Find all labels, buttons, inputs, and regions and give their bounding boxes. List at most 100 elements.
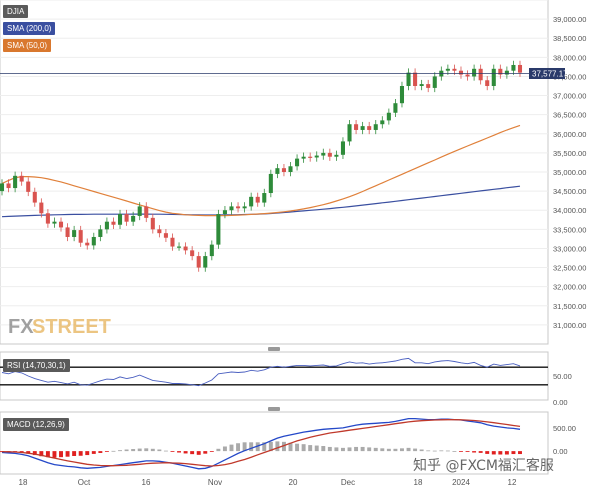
candle-body bbox=[177, 246, 182, 248]
macd-histogram-bar bbox=[59, 451, 63, 458]
candle-body bbox=[111, 221, 116, 225]
candle-body bbox=[406, 72, 411, 86]
candle-body bbox=[399, 86, 405, 104]
macd-histogram-bar bbox=[85, 451, 90, 456]
price-tick-label: 34,500.00 bbox=[553, 187, 586, 196]
candle-body bbox=[367, 126, 372, 130]
price-tick-label: 31,000.00 bbox=[553, 321, 586, 330]
candle-body bbox=[157, 229, 162, 234]
candle-body bbox=[295, 158, 300, 167]
macd-histogram-bar bbox=[157, 449, 162, 452]
price-tick-label: 32,000.00 bbox=[553, 283, 586, 292]
candle-body bbox=[413, 72, 418, 86]
time-tick-label: 12 bbox=[508, 478, 517, 487]
candle-body bbox=[458, 70, 464, 75]
candle-body bbox=[347, 124, 352, 142]
macd-histogram-bar bbox=[288, 442, 293, 452]
macd-histogram-bar bbox=[144, 448, 149, 452]
resize-handle-macd[interactable] bbox=[268, 407, 280, 411]
macd-histogram-bar bbox=[39, 451, 44, 457]
macd-histogram-bar bbox=[511, 451, 516, 455]
macd-histogram-bar bbox=[360, 446, 365, 452]
candle-body bbox=[262, 193, 267, 203]
macd-histogram-bar bbox=[183, 451, 188, 454]
candle-body bbox=[432, 76, 437, 88]
macd-histogram-bar bbox=[314, 445, 319, 452]
candle-body bbox=[334, 154, 339, 157]
resize-handle-rsi[interactable] bbox=[268, 347, 280, 351]
price-tick-label: 35,000.00 bbox=[553, 168, 586, 177]
candle-body bbox=[13, 175, 18, 189]
candle-body bbox=[58, 221, 64, 228]
macd-histogram-bar bbox=[295, 443, 300, 452]
macd-histogram-bar bbox=[196, 451, 201, 455]
symbol-badge: DJIA bbox=[3, 5, 29, 18]
macd-histogram-bar bbox=[308, 445, 313, 452]
candle-body bbox=[229, 206, 234, 211]
macd-histogram-bar bbox=[373, 447, 378, 452]
rsi-panel bbox=[0, 351, 549, 401]
candle-body bbox=[85, 242, 90, 246]
macd-histogram-bar bbox=[242, 442, 247, 452]
candle-body bbox=[445, 68, 450, 71]
macd-histogram-bar bbox=[91, 451, 96, 454]
price-tick-label: 31,500.00 bbox=[553, 302, 586, 311]
macd-histogram-bar bbox=[321, 446, 326, 452]
candle-body bbox=[255, 196, 260, 203]
price-grid bbox=[0, 0, 548, 326]
macd-histogram-bar bbox=[137, 448, 142, 452]
rsi-badge[interactable]: RSI (14,70,30,1) bbox=[3, 359, 70, 372]
macd-tick-label: 0.00 bbox=[553, 447, 568, 456]
candle-body bbox=[288, 166, 293, 172]
price-tick-label: 39,000.00 bbox=[553, 15, 586, 24]
macd-histogram-bar bbox=[26, 451, 31, 454]
macd-histogram-bar bbox=[432, 450, 437, 452]
macd-histogram-bar bbox=[485, 451, 490, 454]
candle-body bbox=[314, 155, 319, 158]
macd-histogram-bar bbox=[249, 442, 254, 452]
macd-histogram-bar bbox=[118, 450, 122, 452]
candle-body bbox=[216, 214, 221, 245]
macd-badge[interactable]: MACD (12,26,9) bbox=[3, 418, 69, 431]
candle-body bbox=[393, 103, 398, 113]
macd-histogram-bar bbox=[104, 451, 109, 452]
candle-body bbox=[321, 152, 326, 156]
macd-histogram-bar bbox=[72, 451, 77, 456]
watermark-street: STREET bbox=[32, 316, 111, 338]
sma50-badge[interactable]: SMA (50,0) bbox=[3, 39, 52, 52]
candle-body bbox=[137, 206, 142, 216]
candle-body bbox=[380, 120, 385, 125]
time-tick-label: 18 bbox=[414, 478, 423, 487]
macd-histogram-bar bbox=[268, 441, 273, 452]
candle-body bbox=[39, 202, 44, 214]
candle-body bbox=[98, 229, 103, 237]
time-tick-label: 18 bbox=[19, 478, 28, 487]
price-tick-label: 36,500.00 bbox=[553, 111, 586, 120]
candle-body bbox=[72, 230, 77, 237]
macd-histogram-bar bbox=[209, 451, 214, 452]
macd-histogram-bar bbox=[281, 441, 286, 452]
candle-body bbox=[91, 236, 96, 246]
time-tick-label: Nov bbox=[208, 478, 222, 487]
macd-histogram-bar bbox=[255, 442, 260, 452]
candle-body bbox=[242, 206, 247, 209]
macd-histogram-bar bbox=[340, 447, 345, 452]
candle-body bbox=[170, 237, 175, 247]
candle-body bbox=[0, 183, 5, 192]
candle-body bbox=[308, 156, 313, 158]
rsi-tick-label: 50.00 bbox=[553, 372, 572, 381]
price-tick-label: 38,500.00 bbox=[553, 34, 586, 43]
candle-body bbox=[386, 112, 391, 121]
macd-tick-label: 500.00 bbox=[553, 424, 576, 433]
macd-histogram-bar bbox=[111, 450, 116, 452]
macd-histogram-bar bbox=[472, 451, 477, 453]
price-tick-label: 35,500.00 bbox=[553, 149, 586, 158]
candle-body bbox=[511, 64, 516, 71]
rsi-indicator: 50.00 0.00 bbox=[0, 357, 572, 407]
macd-histogram-bar bbox=[65, 451, 70, 457]
macd-histogram-bar bbox=[150, 448, 155, 452]
candle-body bbox=[340, 141, 345, 155]
candle-body bbox=[196, 256, 201, 268]
sma200-badge[interactable]: SMA (200,0) bbox=[3, 22, 56, 35]
macd-histogram-bar bbox=[347, 447, 352, 452]
